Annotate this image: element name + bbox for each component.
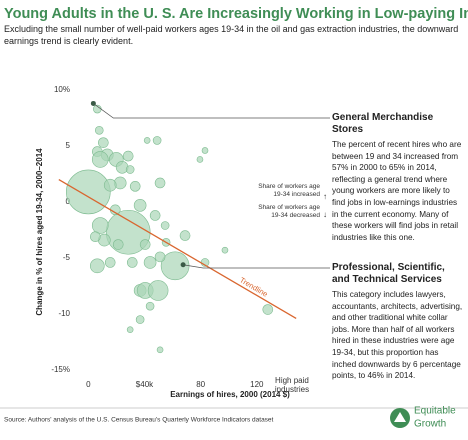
x-tick-label: 120 — [250, 380, 264, 389]
annotation-text: This category includes lawyers, accounta… — [332, 290, 463, 381]
annotation-text: The percent of recent hires who are betw… — [332, 140, 462, 242]
y-tick-label: -5 — [63, 253, 71, 262]
source: Source: Authors' analysis of the U.S. Ce… — [4, 417, 274, 424]
bubble — [262, 304, 274, 315]
annotation: Professional, Scientific, and Technical … — [332, 262, 464, 382]
bubble — [201, 147, 209, 154]
x-tick-label: 80 — [196, 380, 205, 389]
arrow-up: ↑ — [323, 192, 327, 201]
arrow-down: ↓ — [323, 210, 327, 219]
legend-decreased: Share of workers age 19-34 decreased — [258, 204, 320, 219]
bubble — [154, 177, 166, 189]
bubble — [196, 156, 204, 163]
bubble — [89, 258, 105, 274]
bubble — [91, 217, 109, 234]
bubble — [145, 301, 155, 311]
y-tick-label: -10 — [58, 309, 70, 318]
x-tick-label: 0 — [86, 380, 91, 389]
logo-icon — [394, 412, 406, 422]
bubble — [122, 150, 134, 162]
bubble — [143, 137, 151, 144]
annotation: General Merchandise Stores The percent o… — [332, 112, 464, 243]
y-tick-label: 5 — [66, 141, 71, 150]
subtitle: Excluding the small number of well-paid … — [4, 24, 459, 46]
y-axis-label: Change in % of hires aged 19-34, 2000–20… — [35, 148, 44, 316]
logo: Equitable Growth — [390, 406, 456, 430]
bubble — [139, 239, 151, 250]
bubble — [98, 137, 109, 148]
bubble — [94, 126, 104, 135]
bubble — [143, 256, 157, 269]
x-tick-label-line: High paid — [275, 376, 309, 385]
logo-text: Equitable — [414, 406, 456, 417]
legend-increased: Share of workers age 19-34 increased — [258, 183, 320, 198]
bubble — [126, 326, 134, 333]
bubble — [133, 199, 147, 212]
bubble — [154, 251, 166, 263]
highlight-point — [90, 100, 96, 106]
leader-line — [93, 103, 330, 119]
bubble — [156, 346, 164, 354]
bubble — [126, 257, 138, 268]
bubble — [104, 257, 116, 268]
y-tick-label: 0 — [66, 197, 71, 206]
bubble — [149, 210, 161, 221]
x-tick-label-line: industries — [275, 385, 309, 394]
y-tick-label: 10% — [54, 85, 70, 94]
annotation-title: General Merchandise Stores — [332, 112, 434, 135]
bubble — [152, 136, 162, 145]
bubble — [221, 246, 229, 254]
bubble — [103, 178, 117, 192]
bubble — [135, 315, 145, 324]
bubble — [112, 239, 124, 250]
bubble — [91, 151, 109, 168]
annotation-title: Professional, Scientific, and Technical … — [332, 262, 445, 285]
y-tick-label: -15% — [51, 365, 70, 374]
leader-line — [183, 264, 330, 269]
chart-title: Young Adults in the U. S. Are Increasing… — [4, 6, 468, 22]
trendline — [58, 179, 297, 320]
x-axis-label: Earnings of hires, 2000 (2014 $) — [170, 390, 290, 399]
highlight-point — [180, 262, 186, 268]
bubble — [147, 280, 169, 301]
bubble — [160, 221, 170, 230]
logo-text: Growth — [414, 419, 446, 430]
x-tick-label: High paid industries — [275, 376, 309, 394]
bubble — [179, 230, 191, 241]
bubble — [129, 181, 141, 192]
bubble — [66, 169, 111, 215]
bubble — [125, 165, 135, 174]
bubble — [90, 231, 101, 243]
x-tick-label: $40k — [136, 380, 154, 389]
